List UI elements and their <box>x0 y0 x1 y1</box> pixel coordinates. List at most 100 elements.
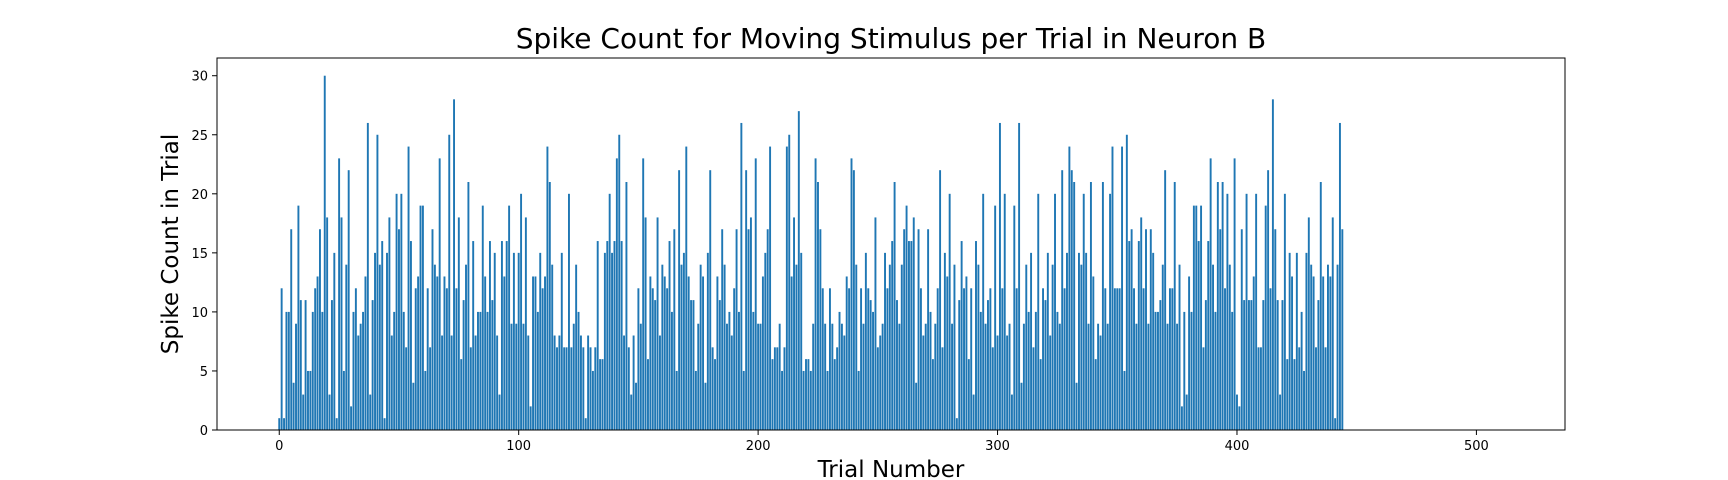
bar <box>1195 205 1198 430</box>
bar <box>1274 229 1277 430</box>
bar <box>400 193 403 430</box>
bar <box>285 311 288 430</box>
bar <box>603 252 606 430</box>
y-tick-label: 20 <box>191 188 208 203</box>
bar <box>472 241 475 430</box>
bar <box>297 205 300 430</box>
bar <box>793 217 795 430</box>
bar <box>1152 252 1155 430</box>
bar <box>594 347 597 430</box>
bar <box>1219 229 1222 430</box>
bar <box>975 241 977 430</box>
bar <box>357 335 360 430</box>
bar <box>1044 300 1047 430</box>
bar <box>735 229 738 430</box>
y-axis-label: Spike Count in Trial <box>158 134 184 354</box>
bar <box>989 288 992 430</box>
bar <box>591 370 594 430</box>
bar <box>1319 182 1322 430</box>
bar <box>330 300 333 430</box>
bar <box>577 311 580 430</box>
bar <box>915 382 918 430</box>
bar <box>579 335 582 430</box>
bar <box>797 111 800 430</box>
bar <box>666 288 669 430</box>
bar <box>795 264 798 430</box>
bar <box>402 311 405 430</box>
bar <box>345 264 348 430</box>
bar <box>984 323 987 430</box>
bar <box>1185 394 1188 430</box>
bar <box>675 370 678 430</box>
bar <box>599 359 602 430</box>
bar <box>1200 205 1203 430</box>
bar <box>682 252 685 430</box>
bar <box>876 347 879 430</box>
bar <box>845 276 848 430</box>
bar <box>1051 264 1054 430</box>
bar <box>1295 252 1298 430</box>
bar <box>1176 323 1179 430</box>
bar <box>747 229 750 430</box>
bar <box>1214 311 1217 430</box>
bar <box>869 300 872 430</box>
bar <box>1267 170 1270 430</box>
bar <box>505 241 508 430</box>
bar <box>302 394 305 430</box>
bar <box>812 323 815 430</box>
bar <box>1257 347 1260 430</box>
bar <box>1101 182 1104 430</box>
bar <box>333 252 336 430</box>
bar <box>508 205 511 430</box>
bar <box>766 229 769 430</box>
bar <box>433 264 436 430</box>
bar <box>764 252 767 430</box>
bar <box>1159 300 1162 430</box>
bar <box>292 382 295 430</box>
bar <box>1022 323 1025 430</box>
bar <box>1140 217 1143 430</box>
bar <box>635 382 637 430</box>
bar <box>647 359 649 430</box>
bar <box>1305 252 1308 430</box>
bar <box>687 276 690 430</box>
bar <box>393 311 396 430</box>
bar <box>733 288 736 430</box>
y-tick-label: 30 <box>191 70 208 85</box>
bar <box>340 217 343 430</box>
bar <box>946 276 949 430</box>
bar <box>1056 311 1059 430</box>
bar <box>359 323 362 430</box>
bar <box>438 158 441 430</box>
bar <box>546 146 549 430</box>
bar <box>864 252 867 430</box>
bar <box>668 241 671 430</box>
bar <box>692 300 695 430</box>
bar <box>479 311 482 430</box>
bar <box>419 205 422 430</box>
bar <box>972 394 975 430</box>
bar <box>1015 288 1018 430</box>
bar <box>1262 300 1265 430</box>
bar <box>1130 229 1133 430</box>
bar <box>1116 288 1119 430</box>
bar <box>900 264 903 430</box>
bar <box>943 252 946 430</box>
bar <box>1259 347 1262 430</box>
bar <box>1298 347 1301 430</box>
bar <box>1166 323 1169 430</box>
bar <box>1324 347 1327 430</box>
bar <box>491 300 494 430</box>
bar <box>362 311 365 430</box>
bar <box>1180 406 1183 430</box>
bar <box>441 335 444 430</box>
bar <box>582 347 585 430</box>
bar <box>556 347 558 430</box>
bar <box>649 276 652 430</box>
bar <box>378 264 381 430</box>
bar <box>742 370 745 430</box>
bar <box>656 217 659 430</box>
bar <box>996 335 999 430</box>
bar <box>934 323 937 430</box>
bar <box>1082 193 1085 430</box>
